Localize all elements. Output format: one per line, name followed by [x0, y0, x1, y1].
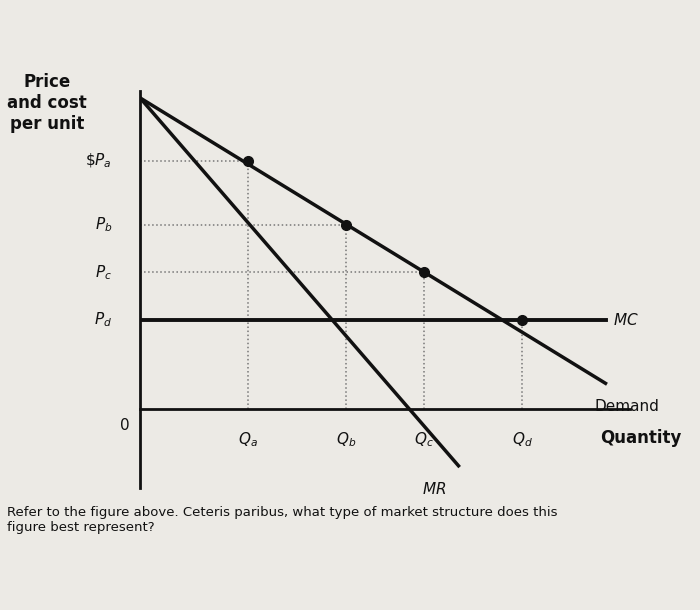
Text: Refer to the figure above. Ceteris paribus, what type of market structure does t: Refer to the figure above. Ceteris parib… — [7, 506, 557, 534]
Text: Quantity: Quantity — [601, 429, 682, 447]
Text: $P_c$: $P_c$ — [95, 263, 112, 282]
Text: $Q_d$: $Q_d$ — [512, 430, 533, 449]
Text: $Q_c$: $Q_c$ — [414, 430, 434, 449]
Text: $Q_a$: $Q_a$ — [238, 430, 258, 449]
Text: $P_d$: $P_d$ — [94, 310, 112, 329]
Text: $MC$: $MC$ — [612, 312, 638, 328]
Text: $P_b$: $P_b$ — [94, 215, 112, 234]
Text: Demand: Demand — [594, 399, 659, 414]
Text: 0: 0 — [120, 418, 130, 433]
Text: $Q_b$: $Q_b$ — [336, 430, 356, 449]
Text: $MR$: $MR$ — [422, 481, 446, 497]
Text: $\$P_a$: $\$P_a$ — [85, 152, 112, 170]
Text: Price
and cost
per unit: Price and cost per unit — [7, 73, 87, 133]
